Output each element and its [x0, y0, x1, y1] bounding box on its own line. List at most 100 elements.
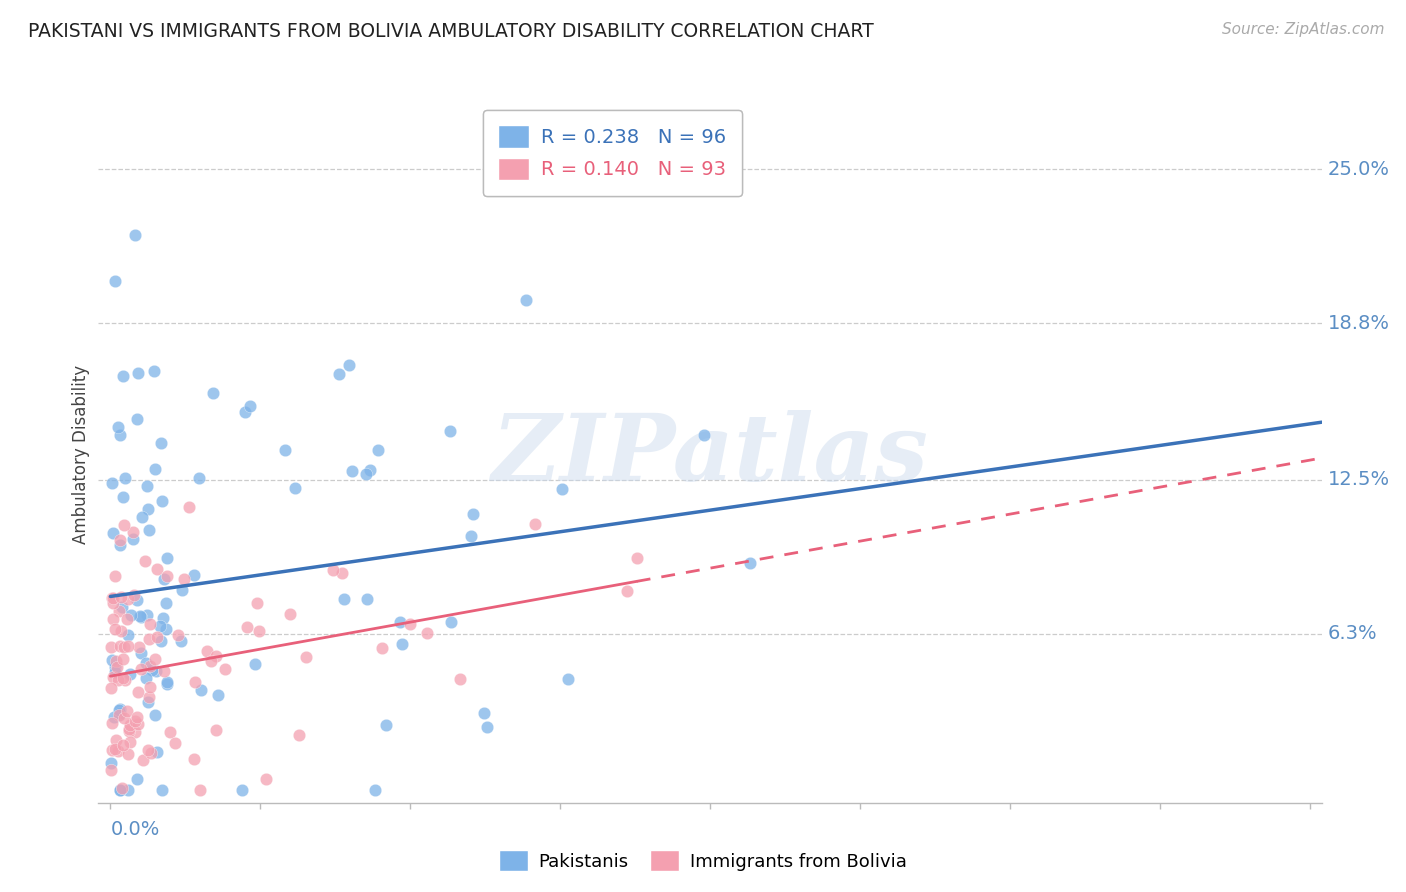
Point [115, 612, 138, 626]
Point [128, 640, 150, 655]
Point [143, 652, 166, 666]
Point [110, 590, 132, 604]
Point [138, 632, 160, 647]
Point [152, 611, 174, 625]
Point [107, 703, 129, 717]
Point [100, 763, 122, 777]
Point [100, 476, 122, 491]
Point [172, 582, 194, 597]
Point [359, 463, 381, 477]
Point [146, 562, 169, 576]
Point [254, 772, 277, 786]
Text: Source: ZipAtlas.com: Source: ZipAtlas.com [1222, 22, 1385, 37]
Point [139, 747, 162, 761]
Point [111, 599, 134, 614]
Point [108, 708, 131, 723]
Point [284, 481, 307, 495]
Y-axis label: Ambulatory Disability: Ambulatory Disability [72, 366, 90, 544]
Point [156, 550, 179, 565]
Point [274, 442, 297, 457]
Point [159, 724, 181, 739]
Point [440, 615, 463, 630]
Point [461, 507, 484, 521]
Point [100, 681, 122, 695]
Point [460, 529, 482, 543]
Text: ZIPatlas: ZIPatlas [492, 410, 928, 500]
Point [416, 625, 439, 640]
Point [124, 714, 146, 728]
Point [127, 772, 149, 787]
Point [100, 640, 122, 655]
Point [108, 537, 131, 551]
Point [247, 624, 270, 639]
Point [134, 554, 156, 568]
Point [141, 663, 163, 677]
Point [143, 364, 166, 378]
Point [135, 656, 157, 670]
Text: PAKISTANI VS IMMIGRANTS FROM BOLIVIA AMBULATORY DISABILITY CORRELATION CHART: PAKISTANI VS IMMIGRANTS FROM BOLIVIA AMB… [28, 22, 875, 41]
Point [108, 427, 131, 442]
Point [103, 710, 125, 724]
Point [550, 482, 572, 496]
Point [195, 644, 218, 658]
Point [330, 566, 353, 581]
Point [626, 551, 648, 566]
Text: 25.0%: 25.0% [1327, 160, 1389, 178]
Point [391, 637, 413, 651]
Point [371, 640, 394, 655]
Point [108, 783, 131, 797]
Point [399, 617, 422, 632]
Point [112, 640, 135, 655]
Text: 12.5%: 12.5% [1327, 470, 1391, 490]
Point [692, 427, 714, 442]
Point [120, 607, 142, 622]
Point [112, 672, 135, 686]
Point [364, 783, 387, 797]
Point [124, 588, 146, 602]
Point [129, 610, 152, 624]
Point [389, 615, 412, 629]
Point [110, 783, 132, 797]
Point [104, 622, 127, 636]
Point [166, 628, 188, 642]
Point [136, 695, 159, 709]
Point [101, 716, 124, 731]
Point [328, 367, 350, 381]
Point [200, 654, 222, 668]
Point [278, 607, 301, 621]
Point [110, 624, 132, 639]
Point [156, 569, 179, 583]
Point [132, 753, 155, 767]
Point [104, 665, 127, 679]
Point [104, 742, 127, 756]
Point [150, 494, 173, 508]
Point [287, 728, 309, 742]
Point [188, 470, 211, 484]
Point [100, 743, 122, 757]
Point [108, 533, 131, 547]
Point [131, 510, 153, 524]
Point [129, 662, 152, 676]
Point [236, 620, 259, 634]
Point [233, 405, 256, 419]
Point [120, 717, 142, 731]
Point [354, 467, 377, 481]
Point [124, 227, 146, 242]
Point [108, 706, 131, 720]
Point [475, 720, 498, 734]
Point [143, 462, 166, 476]
Point [135, 671, 157, 685]
Point [114, 470, 136, 484]
Point [101, 653, 124, 667]
Point [367, 442, 389, 457]
Point [339, 359, 361, 373]
Point [111, 738, 134, 752]
Point [108, 707, 131, 722]
Text: 6.3%: 6.3% [1327, 624, 1378, 643]
Point [149, 436, 172, 450]
Point [374, 718, 396, 732]
Point [111, 780, 134, 795]
Point [214, 662, 236, 676]
Point [101, 670, 124, 684]
Point [136, 743, 159, 757]
